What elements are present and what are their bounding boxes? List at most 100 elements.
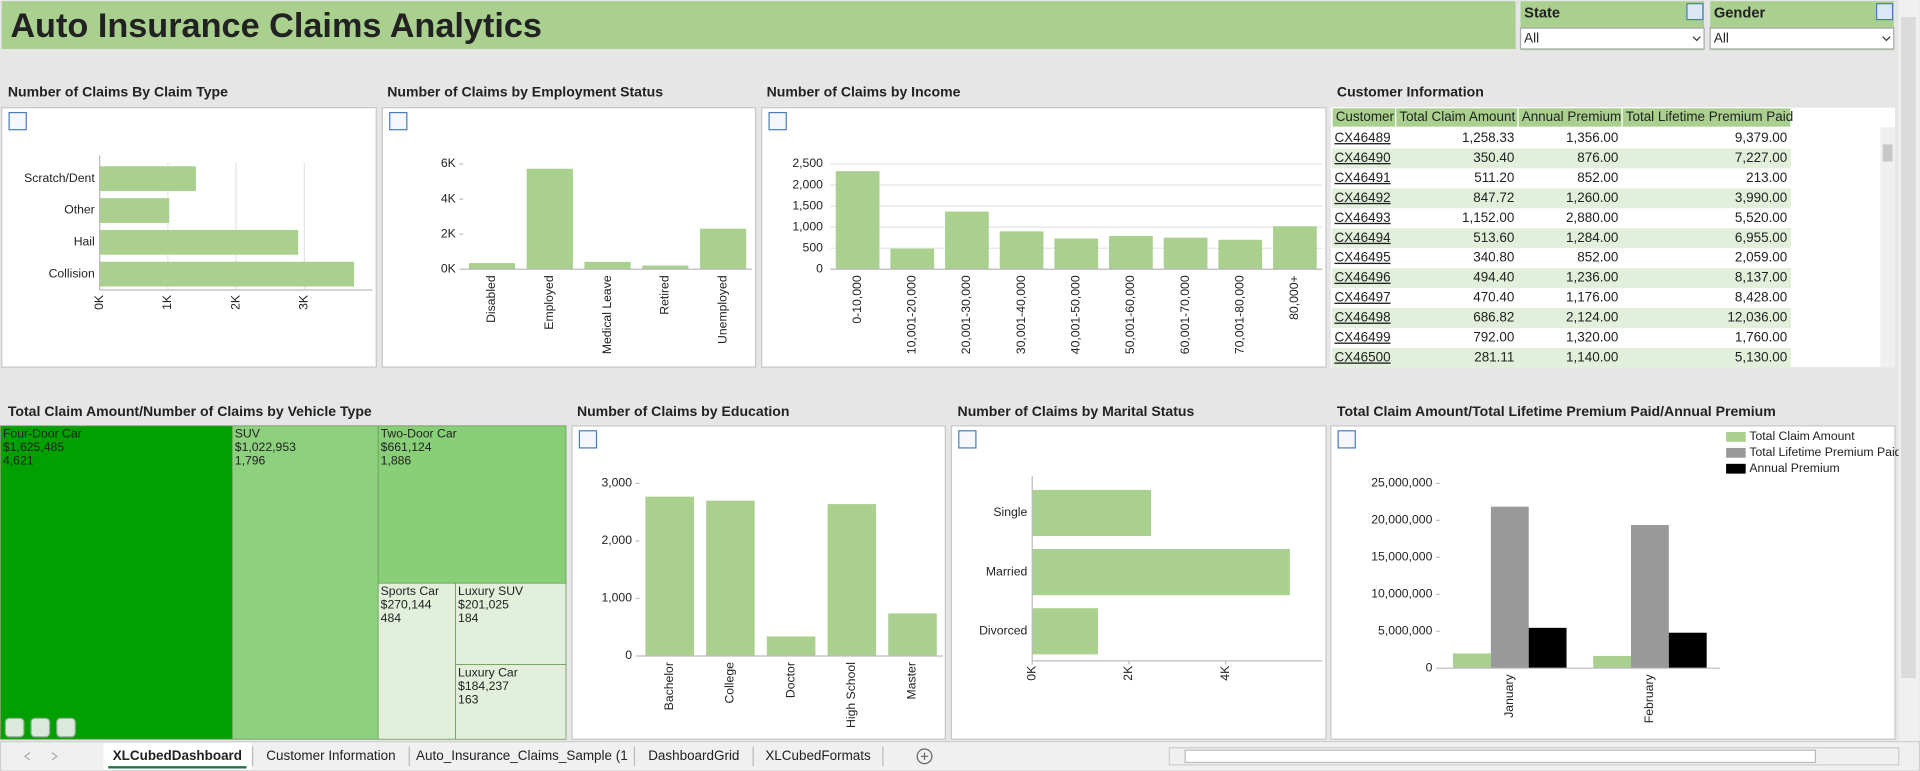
y-category-label: Scratch/Dent: [24, 171, 95, 185]
bar: [1490, 506, 1529, 669]
x-category-label: Bachelor: [662, 662, 676, 710]
table-cell: 1,760.00: [1735, 330, 1787, 345]
tab-label[interactable]: Auto_Insurance_Claims_Sample (1: [416, 748, 628, 763]
table-cell: 686.82: [1473, 310, 1514, 325]
table-cell: 350.40: [1473, 150, 1514, 165]
bar: [1054, 238, 1099, 270]
tile-count: 484: [381, 611, 402, 625]
tab-label[interactable]: DashboardGrid: [648, 748, 739, 763]
active-tab-label[interactable]: XLCubedDashboard: [113, 748, 242, 763]
clear-filter-icon[interactable]: [1337, 430, 1356, 449]
filter-dropdown[interactable]: [1709, 27, 1895, 50]
x-category-label: Doctor: [783, 662, 797, 698]
tile-value: $1,625,485: [3, 440, 64, 454]
treemap-nav-button[interactable]: [4, 717, 25, 738]
y-category-label: Divorced: [979, 624, 1027, 638]
sheet-tab[interactable]: [253, 742, 409, 770]
x-category-label: 80,000+: [1287, 275, 1301, 320]
bar: [1032, 489, 1152, 537]
tab-label[interactable]: XLCubedFormats: [765, 748, 871, 763]
clear-filter-icon[interactable]: [578, 430, 598, 449]
tile-value: $661,124: [381, 440, 432, 454]
customer-link[interactable]: CX46498: [1334, 310, 1390, 325]
add-sheet-plus: [920, 752, 929, 760]
customer-link[interactable]: CX46489: [1334, 130, 1390, 145]
table-scrollbar-thumb[interactable]: [1882, 144, 1893, 162]
bar: [526, 168, 573, 270]
bar: [1453, 653, 1491, 669]
customer-link[interactable]: CX46497: [1334, 290, 1390, 305]
bar: [1668, 632, 1707, 669]
clear-filter-icon[interactable]: [958, 430, 977, 449]
filter-dropdown[interactable]: [1519, 27, 1705, 50]
tab-nav-arrows[interactable]: [23, 752, 58, 761]
customer-link[interactable]: CX46490: [1334, 150, 1390, 165]
add-sheet-button[interactable]: [916, 748, 933, 765]
sheet-tab[interactable]: [754, 742, 882, 770]
table-cell: 852.00: [1577, 250, 1618, 265]
y-tick-label: 0K: [441, 261, 457, 275]
y-tick-label: 25,000,000: [1371, 476, 1432, 490]
tab-label[interactable]: Customer Information: [266, 748, 395, 763]
sheet-tab[interactable]: [635, 742, 752, 770]
dropdown-arrow: [1692, 36, 1701, 42]
customer-link[interactable]: CX46493: [1334, 210, 1390, 225]
table-row: [1332, 288, 1791, 309]
x-category-label: Employed: [542, 275, 556, 330]
table-cell: 1,320.00: [1566, 330, 1618, 345]
clear-filter-icon[interactable]: [768, 111, 787, 131]
treemap-nav-button[interactable]: [30, 717, 51, 738]
x-category-label: 40,001-50,000: [1068, 275, 1082, 354]
y-tick-label: 0: [1426, 660, 1433, 674]
x-category-label: High School: [844, 662, 858, 728]
table-scrollbar[interactable]: [1880, 127, 1895, 368]
bar: [835, 171, 880, 270]
tile-count: 1,796: [235, 454, 266, 468]
bar: [890, 248, 935, 270]
treemap-tile: [231, 425, 379, 740]
active-sheet-tab[interactable]: [103, 742, 252, 770]
clear-filter-icon[interactable]: [389, 111, 408, 131]
table-cell: 213.00: [1746, 170, 1787, 185]
filter-settings-icon[interactable]: [1876, 3, 1894, 21]
customer-link[interactable]: CX46491: [1334, 170, 1390, 185]
x-category-label: Medical Leave: [600, 275, 614, 354]
customer-link[interactable]: CX46494: [1334, 230, 1391, 245]
sheet-tab[interactable]: [410, 742, 634, 770]
treemap-nav-button[interactable]: [56, 717, 76, 738]
table-cell: 1,176.00: [1566, 290, 1618, 305]
x-category-label: 70,001-80,000: [1232, 275, 1246, 354]
vertical-scrollbar-thumb[interactable]: [1901, 17, 1916, 678]
x-tick-label: 0K: [92, 294, 106, 310]
y-tick-label: 2K: [441, 226, 457, 240]
x-category-label: 0-10,000: [850, 275, 864, 323]
customer-link[interactable]: CX46495: [1334, 250, 1390, 265]
filter-settings-icon[interactable]: [1686, 3, 1704, 21]
treemap-tile: [377, 425, 567, 584]
chart-title: Number of Claims by Marital Status: [958, 403, 1195, 419]
customer-link[interactable]: CX46496: [1334, 270, 1390, 285]
table-cell: 9,379.00: [1735, 130, 1787, 145]
table-header: Customer: [1336, 109, 1395, 124]
table-cell: 792.00: [1473, 330, 1514, 345]
clear-filter-icon[interactable]: [8, 111, 27, 131]
bar: [706, 500, 755, 656]
table-row: [1332, 327, 1791, 348]
bar: [584, 261, 631, 270]
table-row: [1332, 208, 1791, 229]
customer-link[interactable]: CX46499: [1334, 330, 1390, 345]
bar: [99, 229, 299, 255]
chart-panel: [1330, 425, 1896, 740]
legend-swatch: [1726, 432, 1746, 442]
table-header: Total Claim Amount: [1399, 109, 1515, 124]
customer-link[interactable]: CX46500: [1334, 349, 1390, 364]
y-tick-label: 0: [625, 648, 632, 662]
bar: [1163, 237, 1208, 270]
table-cell: 2,880.00: [1566, 210, 1618, 225]
tile-label: SUV: [235, 427, 261, 441]
customer-link[interactable]: CX46492: [1334, 190, 1390, 205]
y-tick-label: 4K: [441, 191, 457, 205]
y-tick-label: 2,000: [792, 177, 823, 191]
horizontal-scrollbar-thumb[interactable]: [1184, 749, 1817, 764]
table-cell: 1,260.00: [1566, 190, 1618, 205]
